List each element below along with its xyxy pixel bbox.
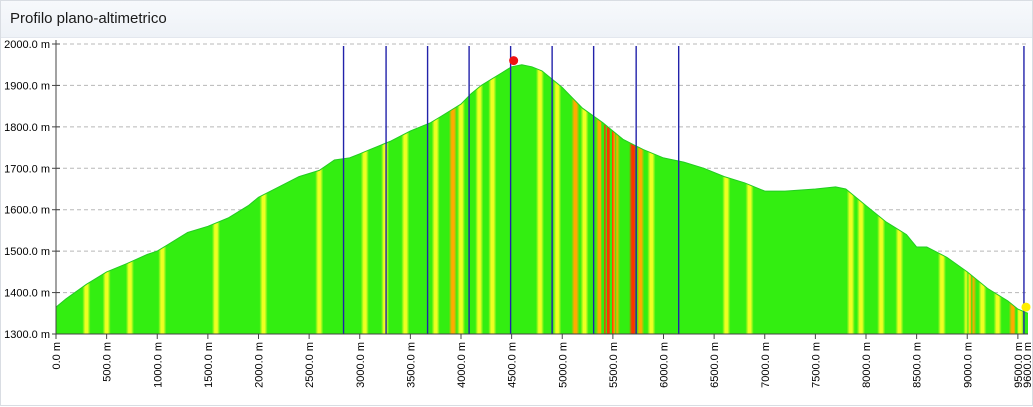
- y-tick-label-2: 1500.0 m: [4, 246, 50, 258]
- x-tick-label-18: 9000.0 m: [962, 342, 974, 388]
- elevation-outline: [55, 64, 1029, 314]
- x-tick-label-10: 5000.0 m: [557, 342, 569, 388]
- x-tick-label-8: 4000.0 m: [456, 342, 468, 388]
- x-tick-label-17: 8500.0 m: [912, 342, 924, 388]
- title-bar: Profilo plano-altimetrico: [1, 1, 1032, 38]
- x-tick-label-12: 6000.0 m: [659, 342, 671, 388]
- elevation-area: [56, 64, 1028, 334]
- y-tick-label-0: 1300.0 m: [4, 329, 50, 341]
- y-tick-label-7: 2000.0 m: [4, 39, 50, 51]
- x-tick-label-2: 1000.0 m: [152, 342, 164, 388]
- x-tick-label-16: 8000.0 m: [861, 342, 873, 388]
- x-tick-label-0: 0.0 m: [51, 342, 63, 370]
- x-tick-label-7: 3500.0 m: [405, 342, 417, 388]
- peak-point: [509, 56, 519, 66]
- x-tick-label-5: 2500.0 m: [304, 342, 316, 388]
- y-tick-label-6: 1900.0 m: [4, 80, 50, 92]
- x-tick-label-15: 7500.0 m: [810, 342, 822, 388]
- x-tick-label-4: 2000.0 m: [254, 342, 266, 388]
- x-tick-label-14: 7000.0 m: [760, 342, 772, 388]
- x-tick-label-11: 5500.0 m: [608, 342, 620, 388]
- end-point: [1021, 302, 1031, 312]
- x-tick-label-6: 3000.0 m: [355, 342, 367, 388]
- x-tick-label-1: 500.0 m: [102, 342, 114, 382]
- x-tick-label-13: 6500.0 m: [709, 342, 721, 388]
- x-tick-label-3: 1500.0 m: [203, 342, 215, 388]
- y-tick-label-3: 1600.0 m: [4, 205, 50, 217]
- window-title: Profilo plano-altimetrico: [10, 10, 167, 27]
- x-end-label: 9600.0 m: [1022, 342, 1033, 388]
- x-tick-label-9: 4500.0 m: [507, 342, 519, 388]
- y-tick-label-4: 1700.0 m: [4, 163, 50, 175]
- y-tick-label-5: 1800.0 m: [4, 122, 50, 134]
- x-tick-label-19: 9500.0 m: [1013, 342, 1025, 388]
- y-tick-label-1: 1400.0 m: [4, 288, 50, 300]
